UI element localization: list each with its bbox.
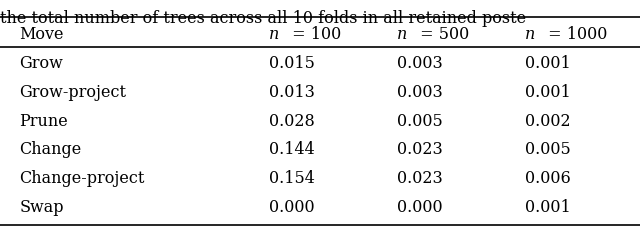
Text: Grow-project: Grow-project <box>19 84 126 100</box>
Text: = 1000: = 1000 <box>543 26 607 43</box>
Text: 0.003: 0.003 <box>397 84 442 100</box>
Text: 0.002: 0.002 <box>525 112 570 129</box>
Text: = 500: = 500 <box>415 26 469 43</box>
Text: n: n <box>397 26 407 43</box>
Text: 0.023: 0.023 <box>397 169 442 186</box>
Text: 0.013: 0.013 <box>269 84 315 100</box>
Text: 0.028: 0.028 <box>269 112 314 129</box>
Text: 0.000: 0.000 <box>269 198 314 215</box>
Text: Change-project: Change-project <box>19 169 145 186</box>
Text: 0.144: 0.144 <box>269 141 314 158</box>
Text: 0.006: 0.006 <box>525 169 570 186</box>
Text: 0.000: 0.000 <box>397 198 442 215</box>
Text: = 100: = 100 <box>287 26 341 43</box>
Text: 0.001: 0.001 <box>525 198 570 215</box>
Text: Move: Move <box>19 26 64 43</box>
Text: 0.023: 0.023 <box>397 141 442 158</box>
Text: 0.001: 0.001 <box>525 55 570 72</box>
Text: 0.015: 0.015 <box>269 55 315 72</box>
Text: 0.154: 0.154 <box>269 169 315 186</box>
Text: the total number of trees across all 10 folds in all retained poste: the total number of trees across all 10 … <box>0 10 526 27</box>
Text: Prune: Prune <box>19 112 68 129</box>
Text: 0.005: 0.005 <box>525 141 570 158</box>
Text: 0.005: 0.005 <box>397 112 442 129</box>
Text: Grow: Grow <box>19 55 63 72</box>
Text: n: n <box>525 26 535 43</box>
Text: Swap: Swap <box>19 198 64 215</box>
Text: Change: Change <box>19 141 81 158</box>
Text: 0.003: 0.003 <box>397 55 442 72</box>
Text: 0.001: 0.001 <box>525 84 570 100</box>
Text: n: n <box>269 26 279 43</box>
